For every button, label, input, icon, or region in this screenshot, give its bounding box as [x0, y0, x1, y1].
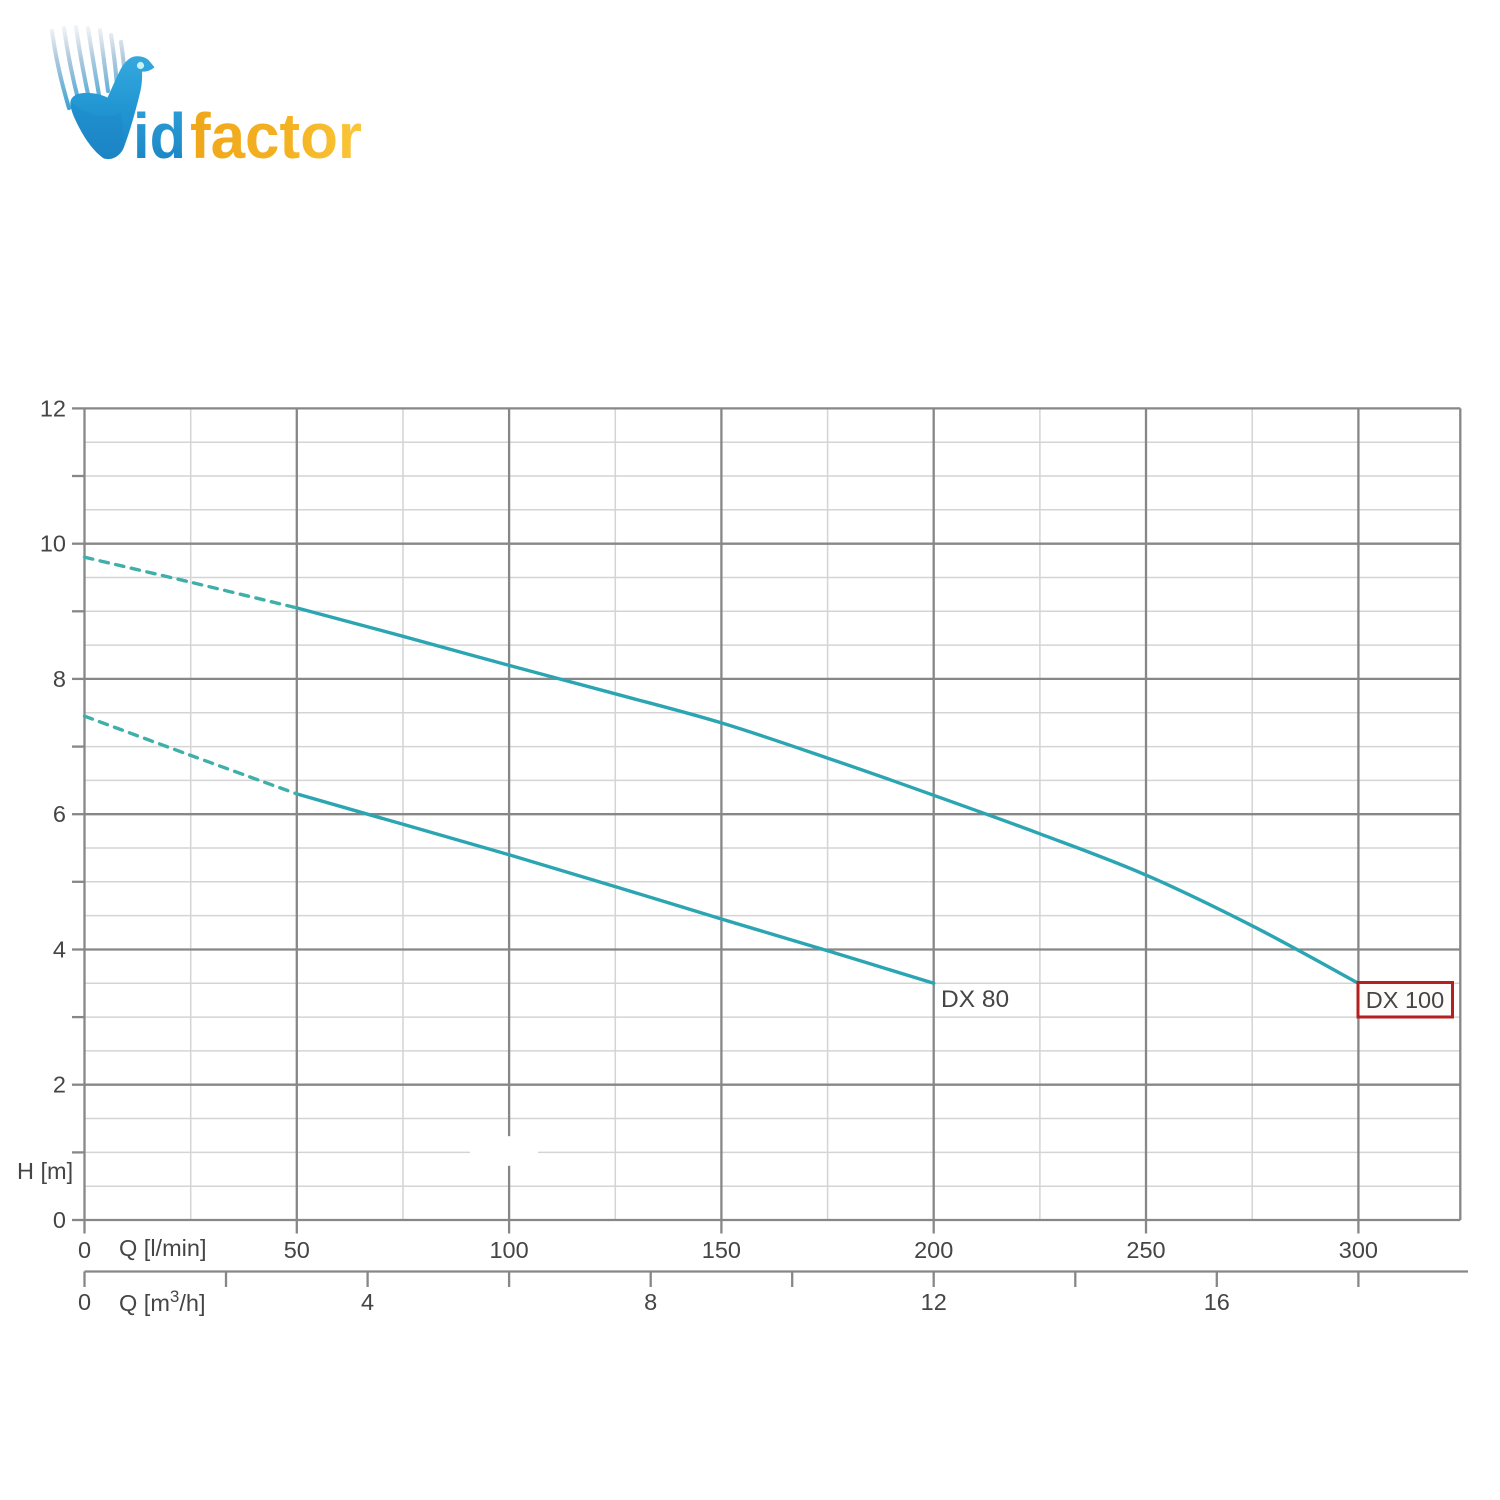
- svg-text:8: 8: [53, 666, 66, 692]
- svg-text:250: 250: [1126, 1237, 1165, 1263]
- svg-text:2: 2: [53, 1072, 66, 1098]
- svg-text:16: 16: [1204, 1289, 1230, 1315]
- svg-text:6: 6: [53, 801, 66, 827]
- svg-text:8: 8: [644, 1289, 657, 1315]
- svg-text:300: 300: [1339, 1237, 1378, 1263]
- svg-text:4: 4: [361, 1289, 374, 1315]
- svg-text:50: 50: [284, 1237, 310, 1263]
- svg-text:Q [m3/h]: Q [m3/h]: [119, 1287, 206, 1316]
- svg-text:factor: factor: [190, 100, 362, 172]
- svg-text:100: 100: [489, 1237, 528, 1263]
- svg-text:200: 200: [914, 1237, 953, 1263]
- svg-text:DX 100: DX 100: [1366, 987, 1444, 1013]
- svg-text:10: 10: [40, 531, 66, 557]
- svg-text:H [m]: H [m]: [17, 1158, 73, 1184]
- svg-text:id: id: [133, 100, 186, 172]
- svg-text:Q [l/min]: Q [l/min]: [119, 1235, 206, 1261]
- svg-text:150: 150: [702, 1237, 741, 1263]
- svg-text:12: 12: [921, 1289, 947, 1315]
- svg-text:0: 0: [78, 1237, 91, 1263]
- svg-text:DX 80: DX 80: [941, 986, 1009, 1013]
- svg-text:0: 0: [53, 1207, 66, 1233]
- svg-text:0: 0: [78, 1289, 91, 1315]
- svg-text:12: 12: [40, 395, 66, 421]
- svg-text:4: 4: [53, 937, 66, 963]
